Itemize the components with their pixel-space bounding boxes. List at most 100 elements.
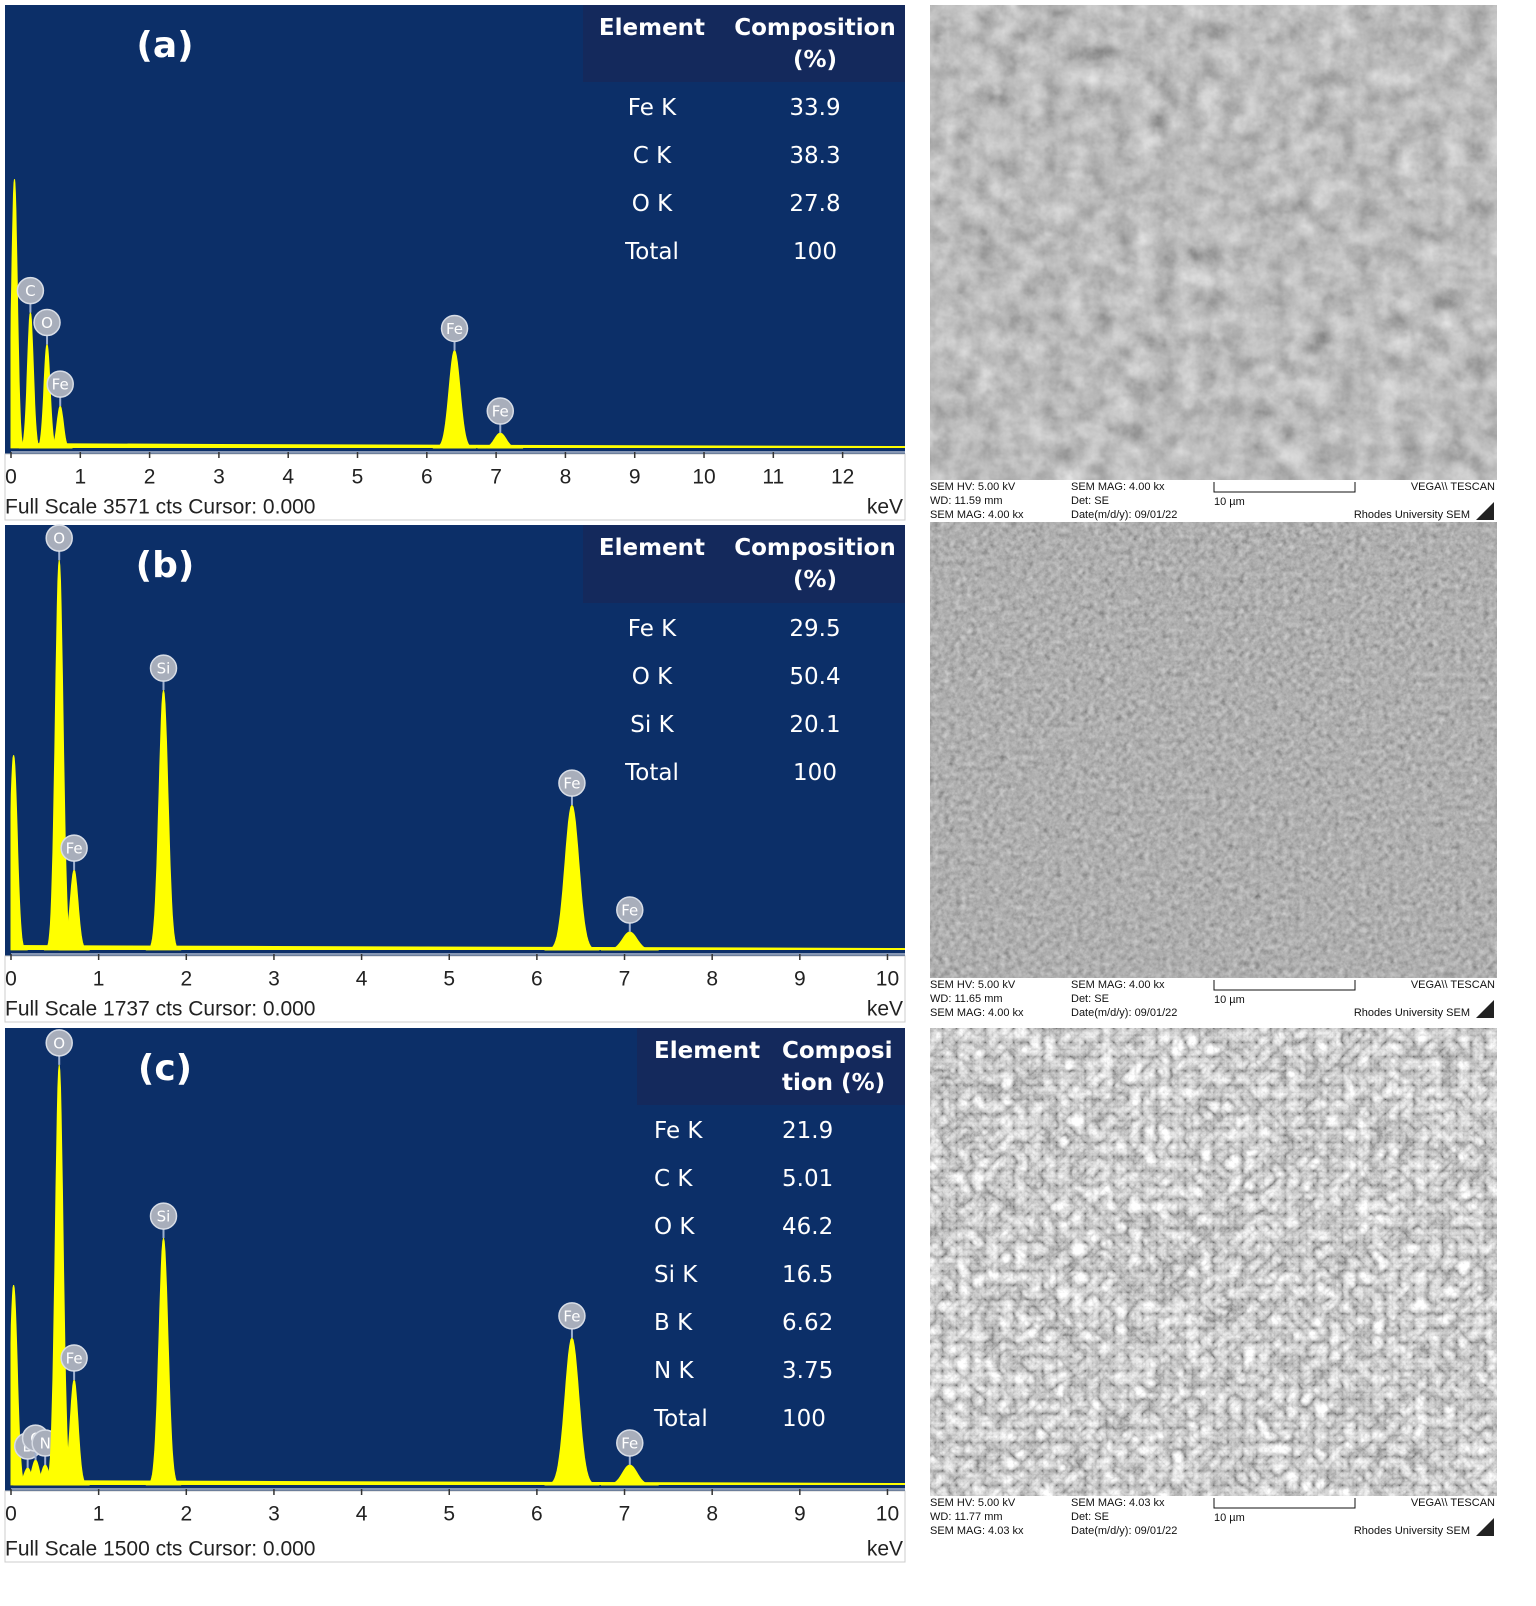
peak-label: Fe — [66, 840, 83, 858]
table-cell: 50.4 — [789, 664, 841, 690]
peak-label-badge — [149, 654, 178, 682]
peak — [600, 931, 659, 951]
sem-mag: SEM MAG: 4.00 kx — [1071, 481, 1165, 493]
x-tick-label: 6 — [531, 1503, 543, 1526]
peak-label: Si — [157, 1208, 171, 1226]
x-tick-label: 2 — [144, 466, 156, 489]
table-cell: 27.8 — [789, 191, 841, 217]
sem-hv: SEM HV: 5.00 kV — [930, 979, 1016, 991]
peak — [477, 432, 524, 449]
table-cell: B K — [654, 1310, 693, 1336]
sem-logo — [1476, 1000, 1494, 1018]
sem-mag-left: SEM MAG: 4.00 kx — [930, 1007, 1024, 1019]
table-cell: 100 — [793, 239, 837, 265]
x-tick-label: 0 — [5, 466, 17, 489]
table-cell: Total — [654, 1406, 708, 1432]
peak-label-badge — [486, 397, 515, 425]
sem-wd: WD: 11.77 mm — [930, 1511, 1003, 1523]
sem-detector: Det: SE — [1071, 1511, 1109, 1523]
x-tick-label: 9 — [794, 1503, 806, 1526]
sem-image — [930, 522, 1497, 978]
sem-scale-label: 10 µm — [1214, 994, 1245, 1006]
x-tick-label: 9 — [794, 968, 806, 991]
peak — [145, 690, 182, 951]
table-cell: 100 — [782, 1406, 826, 1432]
x-tick-label: 5 — [443, 1503, 455, 1526]
table-cell: Fe K — [654, 1118, 703, 1144]
table-cell: Fe K — [627, 616, 677, 642]
x-tick-label: 4 — [282, 466, 294, 489]
peak-label: Fe — [52, 376, 69, 394]
peak-label-badge — [45, 1029, 73, 1057]
peak-label-badge — [45, 524, 73, 552]
x-tick-label: 10 — [876, 1503, 899, 1526]
sem-wd: WD: 11.65 mm — [930, 993, 1003, 1005]
x-tick-label: 11 — [762, 466, 784, 489]
spectrum-footer: Full Scale 1737 cts Cursor: 0.000 — [5, 998, 316, 1021]
spectrum-footer: Full Scale 1500 cts Cursor: 0.000 — [5, 1538, 316, 1561]
table-cell: 5.01 — [782, 1166, 834, 1192]
panel-label: (a) — [136, 25, 193, 66]
sem-lab: Rhodes University SEM — [1354, 509, 1470, 521]
sem-image — [930, 1028, 1497, 1496]
panel-background — [5, 1028, 905, 1491]
peak-label: O — [53, 530, 65, 548]
peak — [145, 1237, 182, 1486]
peak-label: Fe — [492, 403, 509, 421]
peak — [600, 1464, 659, 1486]
sem-logo — [1476, 502, 1494, 520]
table-cell: 46.2 — [782, 1214, 834, 1240]
table-cell: 16.5 — [782, 1262, 834, 1288]
sem-date: Date(m/d/y): 09/01/22 — [1071, 1525, 1177, 1537]
table-header: Element — [654, 1038, 761, 1064]
x-tick-label: 4 — [356, 968, 368, 991]
peak-label: Fe — [563, 775, 580, 793]
table-cell: N K — [654, 1358, 694, 1384]
x-tick-label: 3 — [268, 1503, 280, 1526]
x-tick-label: 5 — [443, 968, 455, 991]
table-header: Element — [598, 535, 706, 561]
x-tick-label: 9 — [629, 466, 641, 489]
peak — [544, 804, 600, 951]
x-tick-label: 10 — [876, 968, 899, 991]
peak-label-badge — [60, 1344, 88, 1372]
peak — [544, 1336, 600, 1486]
sem-scale-bar — [1213, 1498, 1356, 1509]
sem-vendor: VEGA\\ TESCAN — [1411, 979, 1495, 991]
table-cell: C K — [654, 1166, 693, 1192]
peak-label: O — [41, 314, 53, 332]
peak-label-badge — [60, 834, 88, 862]
panel-label: (c) — [138, 1048, 192, 1089]
peak-label: Fe — [446, 320, 463, 338]
sem-scale-label: 10 µm — [1214, 1512, 1245, 1524]
sem-mag-left: SEM MAG: 4.00 kx — [930, 509, 1024, 521]
table-header: Element — [598, 15, 706, 41]
x-axis-unit: keV — [867, 1538, 903, 1561]
x-tick-label: 0 — [5, 1503, 17, 1526]
table-header: Composition (%) — [734, 15, 896, 73]
panel-label: (b) — [136, 545, 195, 586]
sem-wd: WD: 11.59 mm — [930, 495, 1003, 507]
sem-logo — [1476, 1518, 1494, 1536]
sem-scale-bar — [1213, 482, 1356, 493]
x-tick-label: 8 — [706, 1503, 718, 1526]
x-tick-label: 7 — [619, 968, 631, 991]
sem-lab: Rhodes University SEM — [1354, 1007, 1470, 1019]
table-cell: Total — [625, 239, 679, 265]
sem-lab: Rhodes University SEM — [1354, 1525, 1470, 1537]
x-tick-label: 3 — [268, 968, 280, 991]
peak — [10, 755, 28, 951]
x-axis-unit: keV — [867, 496, 903, 519]
spectrum-footer: Full Scale 3571 cts Cursor: 0.000 — [5, 496, 316, 519]
background-noise — [11, 1480, 905, 1485]
sem-detector: Det: SE — [1071, 495, 1109, 507]
table-cell: 21.9 — [782, 1118, 834, 1144]
sem-vendor: VEGA\\ TESCAN — [1411, 1497, 1495, 1509]
x-tick-label: 1 — [93, 1503, 105, 1526]
peak-label-badge — [33, 308, 61, 337]
sem-hv: SEM HV: 5.00 kV — [930, 1497, 1016, 1509]
x-tick-label: 10 — [692, 466, 715, 489]
table-cell: O K — [654, 1214, 695, 1240]
table-cell: 38.3 — [789, 143, 841, 169]
